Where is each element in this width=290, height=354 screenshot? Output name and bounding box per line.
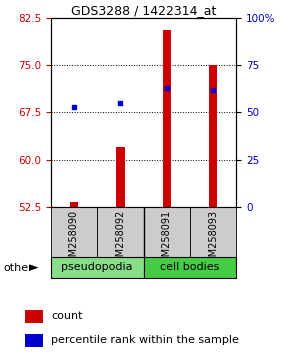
Point	[211, 87, 215, 92]
Text: GSM258091: GSM258091	[162, 210, 172, 269]
Bar	[144, 207, 190, 257]
Bar	[209, 65, 217, 207]
Text: count: count	[51, 312, 83, 321]
Point	[118, 100, 123, 106]
Bar	[190, 207, 236, 257]
Text: ►: ►	[28, 262, 38, 274]
Text: pseudopodia: pseudopodia	[61, 262, 133, 272]
Text: GSM258090: GSM258090	[69, 210, 79, 269]
Bar	[70, 202, 78, 207]
Bar	[144, 257, 236, 278]
Bar	[51, 257, 144, 278]
Text: other: other	[3, 263, 33, 273]
Text: GSM258093: GSM258093	[208, 210, 218, 269]
Text: GSM258092: GSM258092	[115, 210, 125, 269]
Text: cell bodies: cell bodies	[160, 262, 220, 272]
Title: GDS3288 / 1422314_at: GDS3288 / 1422314_at	[71, 4, 216, 17]
Text: percentile rank within the sample: percentile rank within the sample	[51, 335, 239, 346]
Bar	[97, 207, 144, 257]
Bar	[163, 30, 171, 207]
Point	[164, 85, 169, 91]
Bar	[25, 334, 43, 347]
Bar	[25, 310, 43, 323]
Bar	[51, 207, 97, 257]
Point	[72, 104, 76, 109]
Bar	[116, 147, 124, 207]
